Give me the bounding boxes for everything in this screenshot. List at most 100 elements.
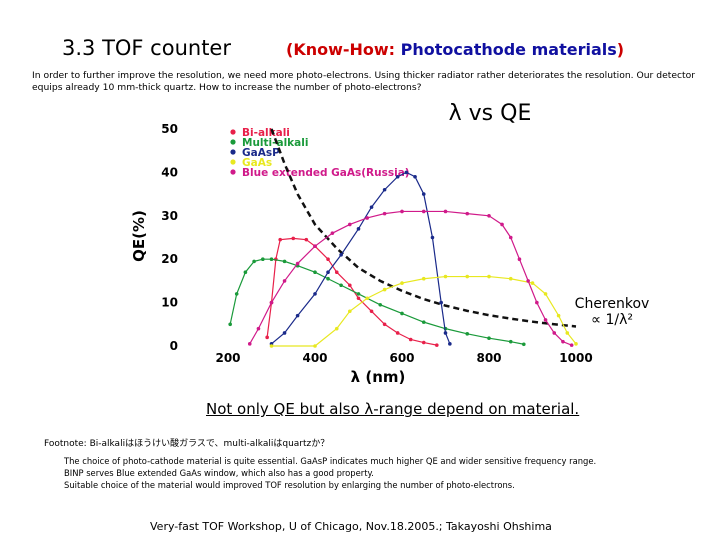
data-point xyxy=(530,281,535,285)
data-point xyxy=(348,283,352,288)
x-tick-label: 1000 xyxy=(559,351,592,365)
data-point xyxy=(408,337,413,342)
data-point xyxy=(430,235,435,240)
data-point xyxy=(365,216,369,220)
data-point xyxy=(443,209,448,214)
data-point xyxy=(413,174,417,179)
x-tick-label: 200 xyxy=(215,351,240,365)
chart-axes: 200 400 600 800 1000 0 10 20 30 40 50 xyxy=(161,122,592,365)
legend-marker xyxy=(230,159,236,165)
data-point xyxy=(435,343,439,347)
cherenkov-curve xyxy=(270,128,577,328)
data-point xyxy=(339,253,343,257)
series-1 xyxy=(228,257,526,347)
data-point xyxy=(252,259,256,264)
data-point xyxy=(282,259,287,264)
data-point xyxy=(526,279,530,283)
data-point xyxy=(265,335,269,340)
subtitle-prefix: (Know-How: xyxy=(286,40,401,59)
series-line xyxy=(271,171,451,345)
data-point xyxy=(356,296,361,301)
data-point xyxy=(404,170,409,175)
data-point xyxy=(382,322,387,327)
data-point xyxy=(313,270,317,275)
data-point xyxy=(269,300,274,305)
data-point xyxy=(421,320,426,324)
slide-subtitle: (Know-How: Photocathode materials) xyxy=(286,40,624,59)
data-point xyxy=(369,205,374,209)
y-tick-label: 40 xyxy=(161,165,178,179)
data-point xyxy=(395,174,400,179)
data-point xyxy=(517,257,522,261)
footnote-body: The choice of photo-cathode material is … xyxy=(64,455,704,491)
data-point xyxy=(261,257,265,261)
cherenkov-curve-group xyxy=(270,128,577,328)
data-point xyxy=(448,342,452,346)
data-point xyxy=(508,276,513,281)
data-point xyxy=(269,344,274,348)
data-point xyxy=(326,257,330,261)
data-point xyxy=(508,235,513,240)
data-point xyxy=(552,331,557,335)
x-axis-label: λ (nm) xyxy=(351,368,406,386)
x-tick-label: 800 xyxy=(476,351,501,365)
x-tick-label: 600 xyxy=(389,351,414,365)
x-tick-label: 400 xyxy=(302,351,327,365)
cherenkov-formula: ∝ 1/λ² xyxy=(591,312,633,328)
data-point xyxy=(382,287,387,292)
data-point xyxy=(313,292,317,296)
data-point xyxy=(565,331,570,335)
data-point xyxy=(304,237,309,242)
data-point xyxy=(330,231,335,235)
data-point xyxy=(334,270,339,275)
series-3 xyxy=(269,274,578,348)
series-line xyxy=(266,237,437,346)
data-point xyxy=(400,281,404,285)
data-point xyxy=(543,292,548,296)
data-point xyxy=(395,331,400,335)
cherenkov-annotation: Cherenkov ∝ 1/λ² xyxy=(572,296,652,328)
series-line xyxy=(249,210,572,346)
data-point xyxy=(421,340,426,345)
cherenkov-label: Cherenkov xyxy=(574,296,650,312)
slide-title: 3.3 TOF counter xyxy=(62,36,231,60)
data-point xyxy=(282,331,287,335)
series-0 xyxy=(265,236,439,347)
data-point xyxy=(365,296,369,301)
footnote-line-3: Suitable choice of the material would im… xyxy=(64,480,515,490)
data-point xyxy=(400,209,404,214)
data-point xyxy=(295,313,300,318)
data-point xyxy=(243,270,248,275)
legend-marker xyxy=(230,149,236,155)
data-point xyxy=(382,211,387,216)
data-point xyxy=(278,237,282,242)
y-tick-label: 20 xyxy=(161,252,178,266)
y-tick-label: 50 xyxy=(161,122,178,136)
data-point xyxy=(228,322,232,327)
series-4 xyxy=(247,209,574,347)
y-axis-label: QE(%) xyxy=(130,210,148,262)
data-point xyxy=(443,331,448,335)
data-point xyxy=(313,344,317,348)
chart-title: λ vs QE xyxy=(449,101,532,126)
data-point xyxy=(487,336,491,340)
data-point xyxy=(334,326,339,331)
data-point xyxy=(356,292,361,296)
subtitle-suffix: ) xyxy=(616,40,625,59)
series-2 xyxy=(269,170,452,346)
legend-marker xyxy=(230,139,236,145)
footnote: Footnote: Bi-alkaliはほうけい酸ガラスで、multi-alka… xyxy=(44,439,330,449)
data-point xyxy=(291,236,296,241)
data-point xyxy=(421,276,426,281)
data-point xyxy=(282,279,287,283)
series-layer xyxy=(228,170,578,348)
data-point xyxy=(465,274,470,279)
y-tick-label: 0 xyxy=(170,339,178,353)
data-point xyxy=(543,318,548,322)
data-point xyxy=(465,211,470,216)
data-point xyxy=(295,261,300,266)
material-note: Not only QE but also λ-range depend on m… xyxy=(206,400,580,418)
legend-entry: GaAs xyxy=(242,157,272,169)
